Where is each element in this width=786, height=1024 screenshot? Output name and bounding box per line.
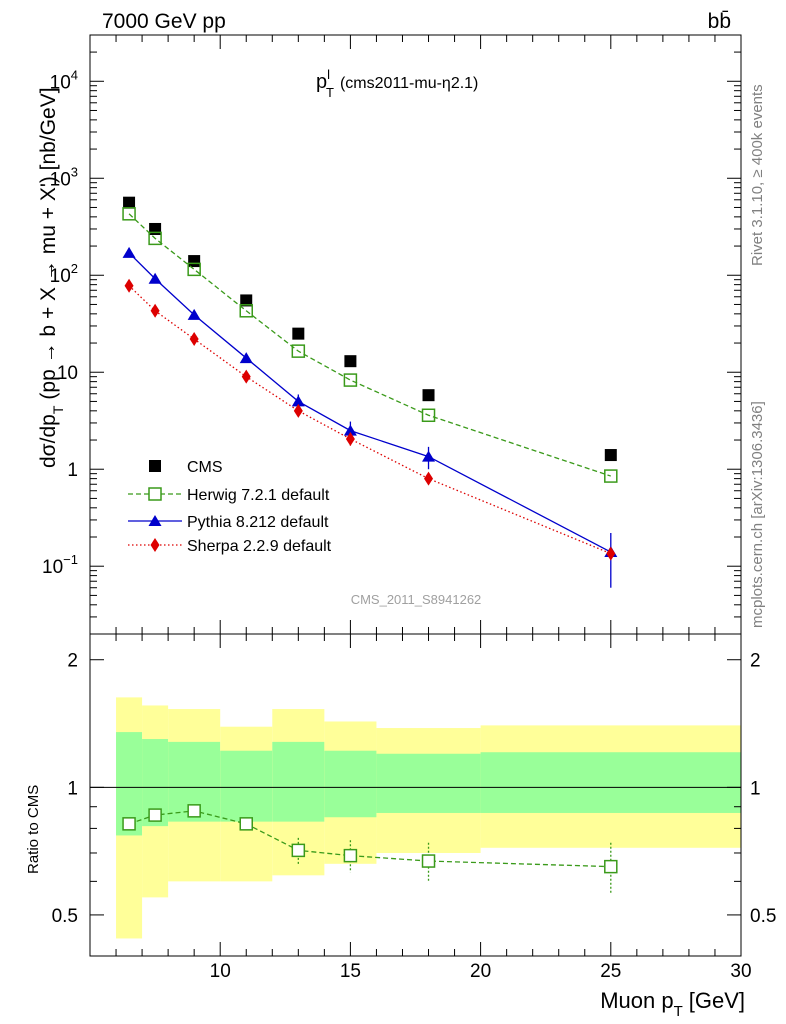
series-line-3 [128, 285, 612, 555]
x-tick-label: 30 [730, 961, 751, 982]
mcplots-label: mcplots.cern.ch [arXiv:1306.3436] [749, 401, 766, 628]
cms-data-point [344, 355, 357, 368]
cms-data-point [149, 222, 162, 235]
cms-data-point [188, 255, 201, 268]
ratio-point-herwig [122, 817, 136, 831]
pythia-point [422, 450, 436, 462]
ratio-point-herwig [291, 843, 306, 858]
ratio-y-axis-label: Ratio to CMS [25, 785, 42, 874]
legend-marker-cms [149, 460, 161, 472]
sherpa-point [293, 403, 303, 418]
pythia-point [187, 308, 201, 320]
cms-data-point [292, 327, 305, 340]
pythia-point [291, 395, 305, 407]
herwig-point [291, 344, 306, 358]
sherpa-point [150, 303, 160, 318]
legend-marker-herwig [148, 487, 162, 501]
ratio-band-inner [376, 753, 481, 813]
x-tick-label: 15 [340, 961, 361, 982]
sherpa-point [189, 332, 199, 347]
herwig-point [343, 373, 358, 387]
plot-title: pl T(cms2011-mu-η2.1) [316, 67, 478, 100]
ratio-y-tick-label-right: 1 [750, 778, 761, 799]
ratio-y-tick-label: 1 [67, 778, 78, 799]
pythia-point [239, 352, 253, 364]
legend-label-cms: CMS [187, 459, 223, 476]
cms-data-point [422, 389, 435, 402]
ratio-y-tick-label-right: 0.5 [750, 906, 776, 927]
pythia-point [343, 424, 357, 436]
ratio-band-inner [480, 752, 741, 813]
legend-label-herwig: Herwig 7.2.1 default [187, 487, 330, 504]
series-line-2 [128, 252, 612, 553]
rivet-label: Rivet 3.1.10, ≥ 400k events [749, 84, 766, 266]
y-tick-label: 103 [50, 164, 78, 190]
main-y-axis-label: dσ/dpT(pp → b + X → mu + X') [nb/GeV] [37, 87, 66, 468]
y-tick-label: 10 [57, 363, 78, 384]
legend-marker-pythia [148, 515, 162, 526]
ratio-band-inner [324, 750, 377, 818]
sherpa-point [424, 471, 434, 486]
ratio-band-inner [220, 750, 273, 822]
sherpa-point [606, 546, 616, 561]
y-tick-label: 102 [50, 261, 78, 287]
herwig-point [122, 207, 136, 221]
herwig-point [421, 408, 436, 423]
pythia-point [148, 272, 162, 284]
ratio-uncertainty-bands [116, 697, 741, 939]
ratio-point-herwig [421, 854, 436, 868]
sherpa-point [241, 369, 251, 384]
ratio-point-herwig [604, 859, 618, 874]
legend: CMS Herwig 7.2.1 default Pythia 8.212 de… [128, 459, 332, 555]
ratio-point-herwig [343, 848, 358, 863]
herwig-point [148, 231, 162, 246]
cms-data-point [240, 294, 253, 307]
pythia-point [122, 246, 136, 258]
herwig-point [604, 469, 618, 483]
ratio-series [122, 804, 618, 895]
ratio-point-herwig [239, 817, 253, 831]
main-series [122, 196, 618, 588]
legend-marker-sherpa [150, 538, 160, 552]
process-label: bb̄ [708, 10, 731, 33]
cms-data-point [123, 196, 136, 209]
x-tick-label: 25 [600, 961, 621, 982]
ratio-y-tick-label-right: 2 [750, 651, 761, 672]
cms-data-point [604, 449, 617, 462]
x-tick-label: 20 [470, 961, 491, 982]
herwig-point [187, 262, 201, 277]
y-tick-label: 1 [67, 460, 78, 481]
sherpa-point [345, 431, 355, 446]
ratio-point-herwig [148, 808, 162, 822]
ratio-band-inner [272, 741, 325, 822]
sherpa-point [124, 278, 134, 293]
x-axis-label: Muon pT [GeV] [600, 988, 745, 1020]
herwig-point [239, 304, 253, 318]
legend-label-sherpa: Sherpa 2.2.9 default [187, 538, 332, 555]
axes-frame: 10 15 20 25 30 10−1 1 10 102 103 104 0.5 0.5 1 1 2 2 [42, 34, 776, 982]
ratio-plot-frame [89, 633, 742, 957]
analysis-watermark: CMS_2011_S8941262 [351, 592, 482, 607]
x-tick-label: 10 [210, 961, 231, 982]
y-tick-label: 104 [50, 67, 78, 93]
energy-label: 7000 GeV pp [102, 10, 226, 33]
y-tick-label: 10−1 [42, 552, 78, 578]
ratio-point-herwig [187, 804, 201, 818]
legend-label-pythia: Pythia 8.212 default [187, 514, 329, 531]
ratio-y-tick-label: 0.5 [52, 906, 78, 927]
ratio-y-tick-label: 2 [67, 651, 78, 672]
